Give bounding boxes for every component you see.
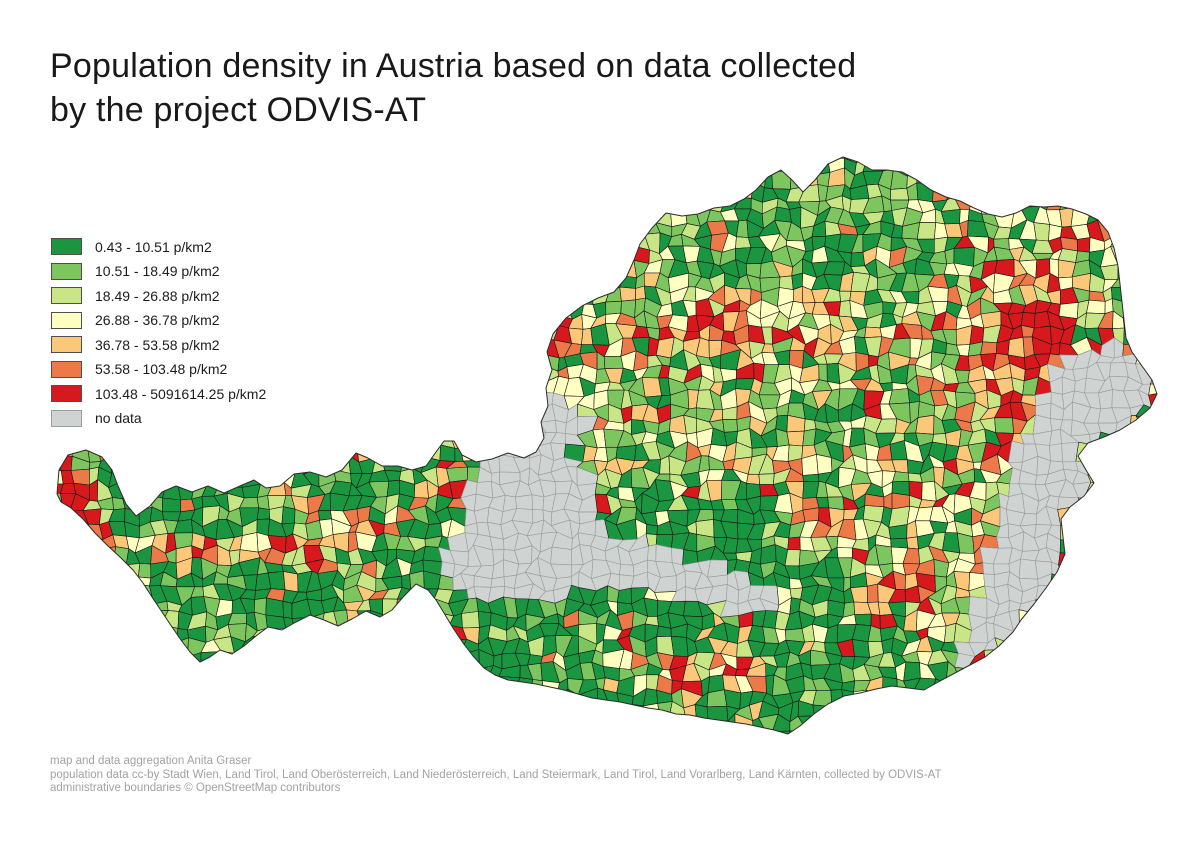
legend-item: 18.49 - 26.88 p/km2 bbox=[51, 286, 266, 305]
legend-label: 103.48 - 5091614.25 p/km2 bbox=[95, 385, 267, 402]
legend-item: 103.48 - 5091614.25 p/km2 bbox=[51, 384, 266, 403]
legend-label: 10.51 - 18.49 p/km2 bbox=[95, 263, 220, 279]
legend: 0.43 - 10.51 p/km2 10.51 - 18.49 p/km2 1… bbox=[51, 237, 266, 433]
legend-item: 0.43 - 10.51 p/km2 bbox=[51, 237, 266, 256]
legend-swatch bbox=[51, 385, 82, 402]
legend-item: 36.78 - 53.58 p/km2 bbox=[51, 335, 266, 354]
legend-label: no data bbox=[95, 410, 142, 426]
legend-label: 26.88 - 36.78 p/km2 bbox=[95, 312, 220, 328]
legend-swatch bbox=[51, 238, 82, 255]
page-title: Population density in Austria based on d… bbox=[50, 44, 856, 132]
attribution-line: map and data aggregation Anita Graser bbox=[50, 755, 252, 767]
legend-item: 10.51 - 18.49 p/km2 bbox=[51, 262, 266, 281]
legend-label: 18.49 - 26.88 p/km2 bbox=[95, 287, 220, 304]
legend-label: 0.43 - 10.51 p/km2 bbox=[95, 238, 212, 255]
attribution-line: administrative boundaries © OpenStreetMa… bbox=[50, 782, 341, 795]
legend-swatch bbox=[51, 336, 82, 353]
legend-item: 26.88 - 36.78 p/km2 bbox=[51, 311, 266, 330]
legend-item: 53.58 - 103.48 p/km2 bbox=[51, 360, 266, 379]
legend-label: 53.58 - 103.48 p/km2 bbox=[95, 361, 228, 377]
legend-swatch bbox=[51, 409, 82, 427]
title-line-1: Population density in Austria based on d… bbox=[50, 47, 857, 85]
attribution-line: population data cc-by Stadt Wien, Land T… bbox=[50, 768, 942, 781]
legend-swatch bbox=[51, 287, 82, 304]
legend-swatch bbox=[51, 262, 82, 280]
title-line-2: by the project ODVIS-AT bbox=[50, 91, 427, 129]
legend-swatch bbox=[51, 360, 82, 378]
legend-label: 36.78 - 53.58 p/km2 bbox=[95, 336, 220, 353]
attribution: map and data aggregation Anita Graser po… bbox=[50, 755, 942, 796]
legend-swatch bbox=[51, 311, 82, 329]
legend-item-no-data: no data bbox=[51, 409, 266, 428]
